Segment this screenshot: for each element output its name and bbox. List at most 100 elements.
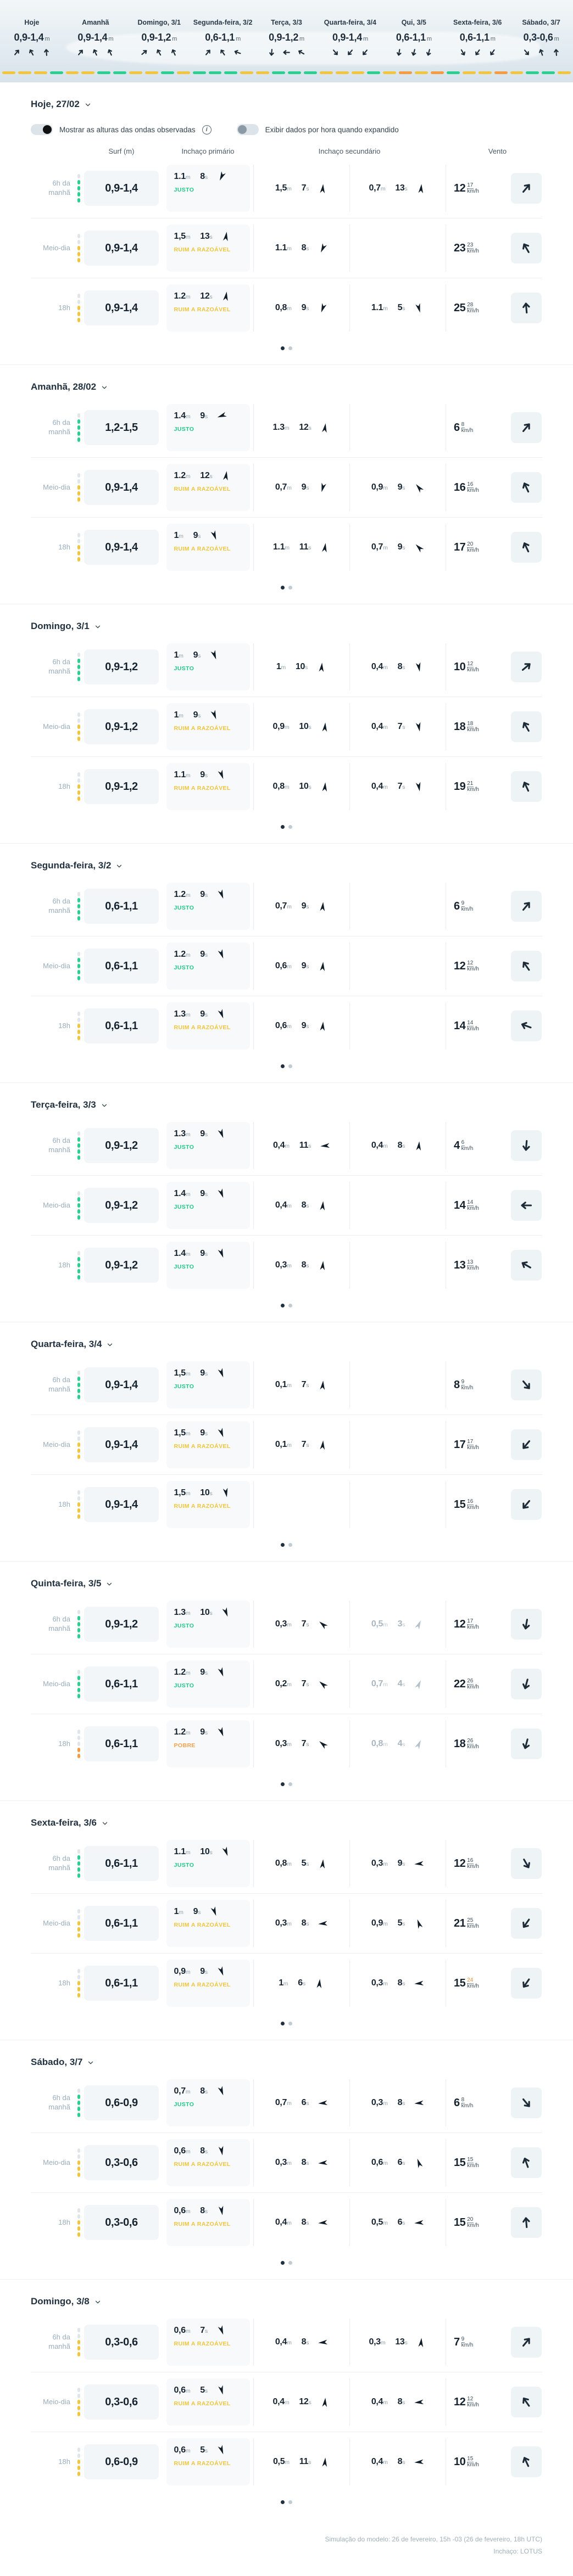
daynav-day-2[interactable]: Domingo, 3/1 0,9-1,2 m <box>127 19 191 70</box>
day-section-title: Quarta-feira, 3/4 <box>31 1339 102 1349</box>
forecast-row[interactable]: Meio-dia 0,6-1,1 1.2m 9s JUSTO 0,2m 7s <box>31 1654 542 1714</box>
pagination-dot[interactable] <box>281 586 285 590</box>
forecast-row[interactable]: 18h 0,9-1,4 1m 9s RUIM A RAZOÁVEL 1.1m 1… <box>31 517 542 577</box>
pagination-dot[interactable] <box>288 2022 292 2025</box>
forecast-row[interactable]: 6h da manhã 0,6-1,1 1.2m 9s JUSTO 0,7m 9… <box>31 877 542 936</box>
forecast-row[interactable]: 18h 0,9-1,2 1.4m 9s JUSTO 0,3m 8s <box>31 1235 542 1295</box>
pagination-dot[interactable] <box>281 2261 285 2265</box>
pagination-dot[interactable] <box>281 1304 285 1307</box>
forecast-row[interactable]: 18h 0,6-1,1 0,9m 9s RUIM A RAZOÁVEL 1m 6… <box>31 1953 542 2013</box>
wind-gust: 20 <box>467 2216 474 2223</box>
forecast-row[interactable]: Meio-dia 0,9-1,2 1.4m 9s JUSTO 0,4m 8s <box>31 1175 542 1235</box>
forecast-row[interactable]: 18h 0,3-0,6 0,6m 8s RUIM A RAZOÁVEL 0,4m… <box>31 2192 542 2252</box>
condition-dash <box>478 71 492 74</box>
wind-cell: 15 20 km/h <box>446 2199 542 2246</box>
day-section-header[interactable]: Domingo, 3/1 <box>31 621 542 632</box>
forecast-row[interactable]: 6h da manhã 1,2-1,5 1.4m 9s JUSTO 1.3m 1… <box>31 398 542 457</box>
pagination-dot[interactable] <box>288 346 292 350</box>
pagination-dot[interactable] <box>288 1543 292 1547</box>
day-section-header[interactable]: Terça-feira, 3/3 <box>31 1099 542 1110</box>
forecast-row[interactable]: 6h da manhã 0,3-0,6 0,6m 7s RUIM A RAZOÁ… <box>31 2313 542 2372</box>
day-section-header[interactable]: Sexta-feira, 3/6 <box>31 1817 542 1828</box>
pagination-dot[interactable] <box>288 825 292 829</box>
forecast-row[interactable]: 18h 0,6-1,1 1.2m 9s POBRE 0,3m 7s 0 <box>31 1714 542 1774</box>
wind-cell: 4 6 km/h <box>446 1122 542 1169</box>
swell-reading: 0,6m 7s <box>174 2325 243 2336</box>
forecast-table: Hoje, 27/02 Mostrar as alturas das ondas… <box>0 82 573 2519</box>
wind-direction-box <box>511 1669 542 1699</box>
day-section-header[interactable]: Hoje, 27/02 <box>31 99 542 110</box>
forecast-row[interactable]: Meio-dia 0,3-0,6 0,6m 8s RUIM A RAZOÁVEL… <box>31 2132 542 2192</box>
wind-direction-box <box>511 1250 542 1281</box>
daynav-day-6[interactable]: Qui, 3/5 0,6-1,1 m <box>382 19 446 70</box>
pagination-dot[interactable] <box>288 1782 292 1786</box>
toggle-hourly-data[interactable] <box>236 124 259 135</box>
info-icon[interactable]: i <box>202 125 212 134</box>
forecast-row[interactable]: Meio-dia 0,3-0,6 0,6m 5s RUIM A RAZOÁVEL… <box>31 2372 542 2432</box>
pagination-dot[interactable] <box>281 346 285 350</box>
forecast-row[interactable]: Meio-dia 0,9-1,4 1,5m 9s RUIM A RAZOÁVEL… <box>31 1415 542 1474</box>
swell-direction-arrow <box>218 1188 224 1198</box>
forecast-row[interactable]: Meio-dia 0,6-1,1 1m 9s RUIM A RAZOÁVEL 0… <box>31 1893 542 1953</box>
forecast-row[interactable]: 18h 0,6-1,1 1.3m 9s RUIM A RAZOÁVEL 0,6m… <box>31 996 542 1056</box>
forecast-row[interactable]: Meio-dia 0,9-1,2 1m 9s RUIM A RAZOÁVEL 0… <box>31 697 542 756</box>
surf-height-box: 0,9-1,2 <box>84 709 159 744</box>
pagination-dot[interactable] <box>281 1543 285 1547</box>
forecast-row[interactable]: 18h 0,9-1,4 1,5m 10s RUIM A RAZOÁVEL <box>31 1474 542 1534</box>
daynav-day-0[interactable]: Hoje 0,9-1,4 m <box>0 19 64 70</box>
wind-speed: 17 <box>454 541 466 553</box>
pagination-dot[interactable] <box>281 2500 285 2504</box>
day-section-header[interactable]: Segunda-feira, 3/2 <box>31 860 542 871</box>
forecast-row[interactable]: 6h da manhã 0,9-1,2 1.3m 10s JUSTO 0,3m … <box>31 1595 542 1654</box>
pagination-dot[interactable] <box>281 1782 285 1786</box>
forecast-row[interactable]: 6h da manhã 0,9-1,2 1.3m 9s JUSTO 0,4m 1… <box>31 1116 542 1175</box>
daynav-day-1[interactable]: Amanhã 0,9-1,4 m <box>64 19 127 70</box>
pagination-dot[interactable] <box>281 1064 285 1068</box>
forecast-row[interactable]: 18h 0,9-1,2 1.1m 9s RUIM A RAZOÁVEL 0,8m… <box>31 756 542 816</box>
time-label: Meio-dia <box>43 2158 70 2167</box>
forecast-row[interactable]: 6h da manhã 0,9-1,4 1.1m 8s JUSTO 1,5m 7… <box>31 159 542 218</box>
rating-bar <box>77 1371 80 1399</box>
condition-dash <box>160 71 174 74</box>
day-section-header[interactable]: Sábado, 3/7 <box>31 2057 542 2068</box>
forecast-row[interactable]: 6h da manhã 0,9-1,4 1,5m 9s JUSTO 0,1m 7… <box>31 1355 542 1415</box>
forecast-row[interactable]: 18h 0,6-0,9 0,6m 5s RUIM A RAZOÁVEL 0,5m… <box>31 2432 542 2491</box>
secondary-swell-2 <box>349 1002 446 1050</box>
wind-speed: 12 <box>454 1618 466 1630</box>
secondary-swell-1: 0,7m 9s <box>253 883 349 930</box>
wind-speed: 12 <box>454 959 466 972</box>
pagination-dot[interactable] <box>288 1064 292 1068</box>
swell-direction-arrow <box>415 1620 421 1630</box>
day-section-header[interactable]: Quarta-feira, 3/4 <box>31 1339 542 1350</box>
toggle-observed-heights[interactable] <box>31 124 53 135</box>
forecast-row[interactable]: 18h 0,9-1,4 1.2m 12s RUIM A RAZOÁVEL 0,8… <box>31 278 542 338</box>
pagination-dot[interactable] <box>288 1304 292 1307</box>
day-section-header[interactable]: Domingo, 3/8 <box>31 2296 542 2307</box>
wind-direction-arrow <box>521 1261 531 1269</box>
swell-direction-arrow <box>320 1380 325 1390</box>
swell-reading: 0,7m 13s <box>369 183 427 194</box>
pagination-dot[interactable] <box>281 2022 285 2025</box>
wind-direction-arrow <box>522 542 530 553</box>
day-section-header[interactable]: Quinta-feira, 3/5 <box>31 1578 542 1589</box>
pagination-dot[interactable] <box>281 825 285 829</box>
pagination-dot[interactable] <box>288 586 292 590</box>
forecast-row[interactable]: 6h da manhã 0,9-1,2 1m 9s JUSTO 1m 10s <box>31 637 542 697</box>
daynav-day-7[interactable]: Sexta-feira, 3/6 0,6-1,1 m <box>446 19 509 70</box>
wind-reading: 17 17 km/h <box>454 1439 479 1451</box>
toggle-observed-label: Mostrar as alturas das ondas observadas <box>59 125 196 134</box>
pagination-dot[interactable] <box>288 2261 292 2265</box>
wind-unit: km/h <box>467 1505 479 1511</box>
forecast-row[interactable]: Meio-dia 0,9-1,4 1,5m 13s RUIM A RAZOÁVE… <box>31 218 542 278</box>
daynav-day-4[interactable]: Terça, 3/3 0,9-1,2 m <box>255 19 319 70</box>
forecast-row[interactable]: 6h da manhã 0,6-0,9 0,7m 8s JUSTO 0,7m 6… <box>31 2073 542 2132</box>
forecast-row[interactable]: Meio-dia 0,6-1,1 1.2m 9s JUSTO 0,6m 9s <box>31 936 542 996</box>
pagination-dot[interactable] <box>288 2500 292 2504</box>
daynav-day-8[interactable]: Sábado, 3/7 0,3-0,6 m <box>509 19 573 70</box>
day-section-header[interactable]: Amanhã, 28/02 <box>31 381 542 392</box>
daynav-day-5[interactable]: Quarta-feira, 3/4 0,9-1,4 m <box>318 19 382 70</box>
forecast-row[interactable]: Meio-dia 0,9-1,4 1.2m 12s RUIM A RAZOÁVE… <box>31 457 542 517</box>
forecast-row[interactable]: 6h da manhã 0,6-1,1 1.1m 10s JUSTO 0,8m … <box>31 1834 542 1893</box>
wind-unit: km/h <box>467 1864 479 1870</box>
daynav-day-3[interactable]: Segunda-feira, 3/2 0,6-1,1 m <box>191 19 255 70</box>
